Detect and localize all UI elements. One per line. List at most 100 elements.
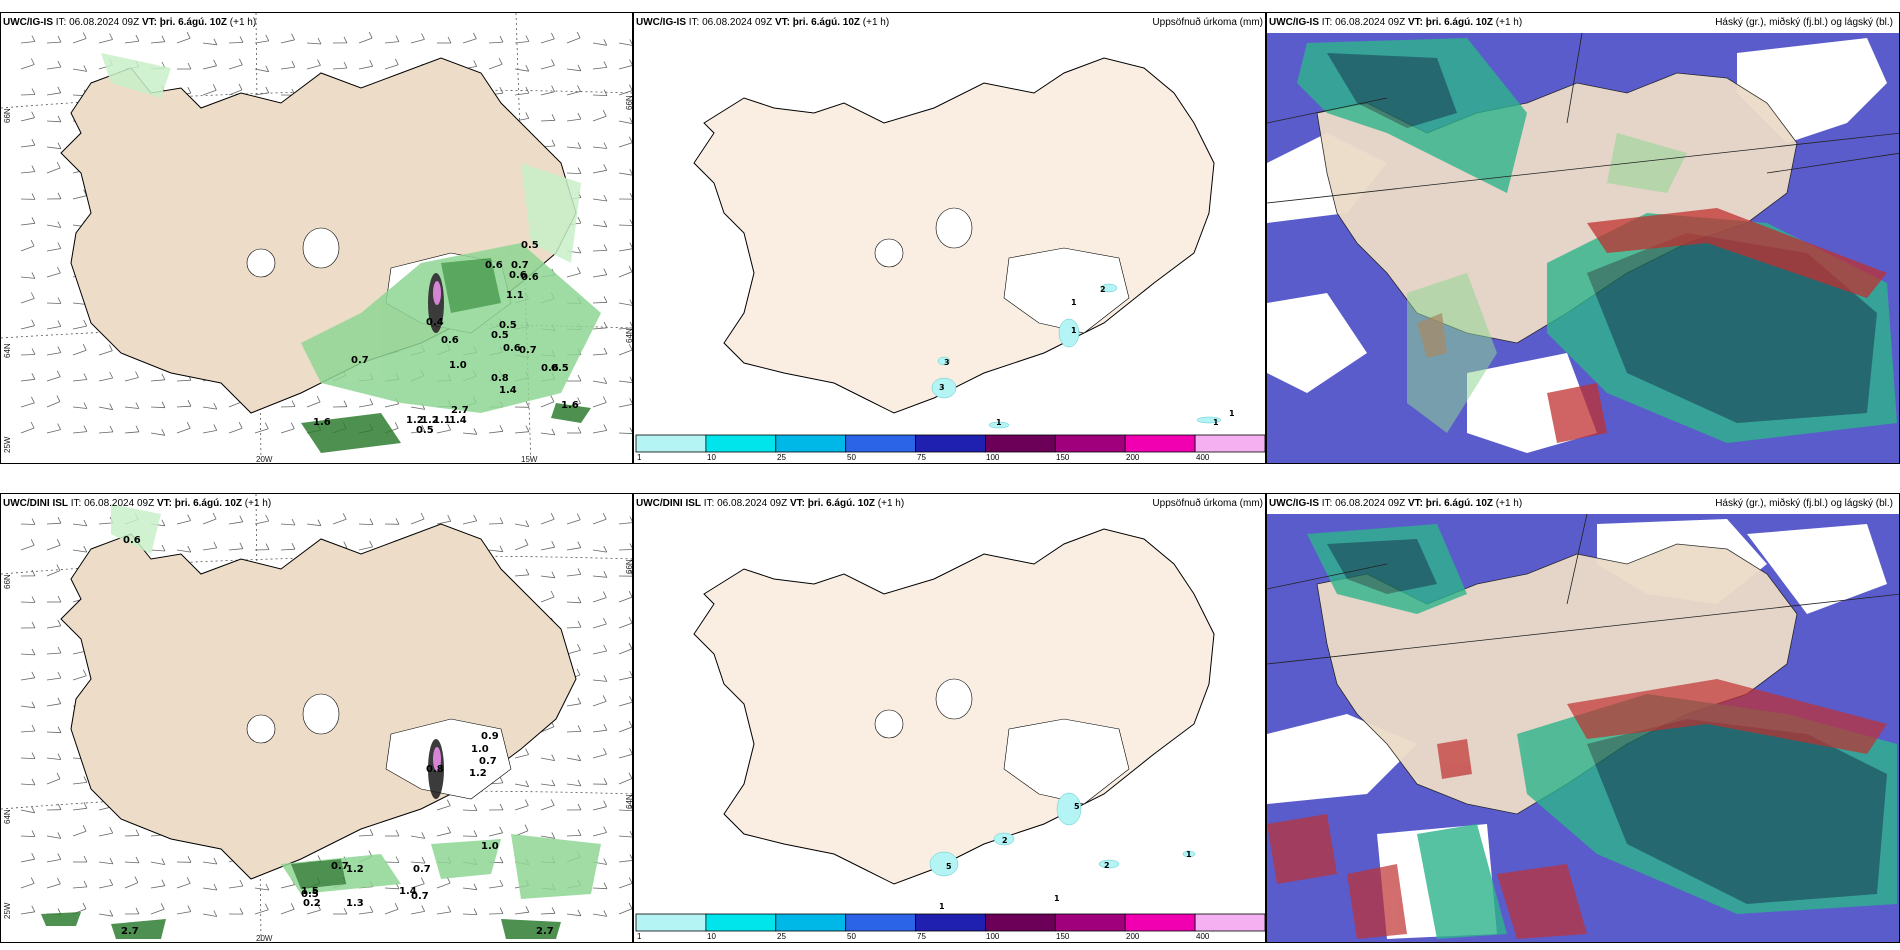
wind-barb xyxy=(488,41,504,44)
wind-barb xyxy=(46,120,62,123)
wind-barb xyxy=(618,432,632,434)
wind-barb xyxy=(618,142,632,148)
colorbar-tick-label: 10 xyxy=(707,932,716,941)
wind-barb-feather xyxy=(109,910,114,917)
wind-barb xyxy=(566,272,581,278)
precip-value: 1 xyxy=(1071,326,1077,335)
wind-barb-feather xyxy=(31,621,36,629)
wind-barb xyxy=(384,41,399,44)
lat-label-66: 66N xyxy=(3,108,12,123)
wind-barb-feather xyxy=(576,31,581,39)
wind-barb xyxy=(618,549,632,551)
wind-barb xyxy=(618,522,632,525)
wind-barb-feather xyxy=(187,400,192,407)
wind-barb xyxy=(566,146,581,149)
wind-barb xyxy=(592,430,607,434)
wind-barb-feather xyxy=(187,87,192,94)
it-label: IT: xyxy=(70,498,82,509)
wind-barb xyxy=(20,883,35,889)
wind-barb-feather xyxy=(265,34,270,42)
init-time: 06.08.2024 09Z xyxy=(1335,498,1406,509)
wind-barb-feather xyxy=(57,115,62,122)
colorbar-tick-label: 400 xyxy=(1196,453,1210,462)
wind-barb-feather xyxy=(108,344,113,351)
lat-label-66-right: 66N xyxy=(625,95,633,110)
wind-barb xyxy=(46,677,61,681)
wind-barb xyxy=(46,778,61,785)
wind-barb xyxy=(566,37,581,44)
wind-barb xyxy=(20,245,35,252)
wind-barb-feather xyxy=(394,58,399,65)
panel-precip-top: 1 2 1 3 3 1 1 1 UWC/IG-IS IT: 06.08.2024 09Z VT… xyxy=(633,12,1266,464)
wind-barb-feather xyxy=(30,421,35,429)
temp-value: 1.3 xyxy=(346,898,364,909)
wind-barb-feather xyxy=(161,373,166,380)
wind-barb xyxy=(592,729,607,733)
wind-barb-feather xyxy=(135,402,140,409)
wind-barb-feather xyxy=(525,748,529,755)
wind-barb-feather xyxy=(577,167,582,174)
wind-barb-feather xyxy=(317,519,322,526)
wind-barb-feather xyxy=(629,242,632,248)
wind-barb-feather xyxy=(524,824,529,831)
init-time: 06.08.2024 09Z xyxy=(702,17,773,28)
wind-barb-feather xyxy=(30,58,35,65)
wind-barb-feather xyxy=(628,772,632,779)
wind-barb xyxy=(514,574,529,577)
wind-barb-feather xyxy=(525,520,530,527)
wind-barb xyxy=(150,861,165,865)
wind-barb xyxy=(98,884,113,889)
wind-barb xyxy=(592,518,607,525)
wind-barb xyxy=(592,887,608,890)
wind-barb xyxy=(566,731,582,733)
wind-barb-feather xyxy=(603,910,608,917)
wind-barb xyxy=(592,146,607,149)
model-name: UWC/IG-IS xyxy=(1269,498,1319,509)
colorbar-labels: 1 10 25 50 75 100 150 200 400 xyxy=(634,453,1265,463)
panel-title: UWC/DINI ISL IT: 06.08.2024 09Z VT: þri.… xyxy=(3,498,271,509)
wind-barb-feather xyxy=(213,38,218,45)
wind-barb xyxy=(618,65,632,70)
wind-barb-feather xyxy=(239,907,244,915)
wind-barb-feather xyxy=(603,748,607,755)
wind-barb xyxy=(98,406,113,411)
wind-barb-feather xyxy=(395,829,400,837)
wind-barb-feather xyxy=(238,422,243,429)
wind-barb-feather xyxy=(525,425,530,432)
panel-title: UWC/IG-IS IT: 06.08.2024 09Z VT: þri. 6.… xyxy=(1269,498,1522,509)
wind-barb xyxy=(488,885,503,889)
wind-barb xyxy=(592,623,607,629)
wind-barb xyxy=(384,908,399,915)
wind-barb-feather xyxy=(265,65,270,72)
wind-barb xyxy=(72,549,87,553)
wind-barb xyxy=(592,701,607,707)
wind-barb-feather xyxy=(628,590,632,598)
wind-barb-feather xyxy=(603,296,608,303)
wind-barb-feather xyxy=(395,518,400,525)
wind-barb xyxy=(20,544,35,551)
wind-barb xyxy=(124,882,139,889)
wind-barb xyxy=(46,522,62,525)
wind-barb-feather xyxy=(576,513,581,520)
it-label: IT: xyxy=(703,498,715,509)
wind-barb xyxy=(46,883,61,889)
wind-barb xyxy=(540,912,556,915)
wind-barb xyxy=(280,884,295,889)
wind-barb xyxy=(20,705,35,709)
wind-barb-feather xyxy=(421,832,426,839)
panel-precip-bottom: 5 2 2 1 5 1 1 UWC/DINI ISL IT: 06.08.2024 09Z … xyxy=(633,493,1266,943)
wind-barb-feather xyxy=(603,377,608,384)
wind-barb-feather xyxy=(57,346,62,353)
wind-barb xyxy=(98,861,113,865)
wind-barb xyxy=(46,429,61,434)
precip-shading xyxy=(41,504,601,939)
wind-barb xyxy=(254,92,269,96)
wind-barb xyxy=(540,38,555,44)
wind-barb-feather xyxy=(135,425,140,432)
panel-clouds-bottom: UWC/IG-IS IT: 06.08.2024 09Z VT: þri. 6.… xyxy=(1266,493,1900,943)
wind-barb-feather xyxy=(603,244,608,251)
wind-barb xyxy=(20,222,35,226)
wind-barb-feather xyxy=(31,348,36,355)
wind-barb xyxy=(20,144,35,148)
temp-value: 1.2 xyxy=(406,415,424,426)
